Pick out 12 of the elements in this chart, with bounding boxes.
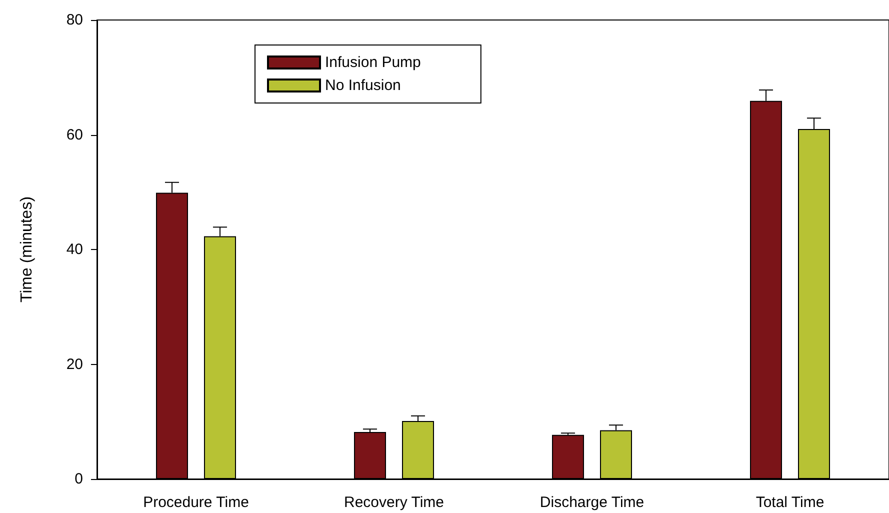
y-tick-label: 40 — [66, 241, 83, 258]
legend-label: No Infusion — [325, 77, 401, 94]
y-tick-label: 80 — [66, 12, 83, 28]
y-tick-label: 60 — [66, 126, 83, 144]
y-tick-label: 20 — [66, 356, 83, 373]
x-tick-label: Discharge Time — [540, 494, 644, 511]
y-tick-label: 0 — [74, 470, 83, 488]
x-tick-label: Procedure Time — [143, 494, 249, 511]
x-tick-label: Recovery Time — [344, 494, 444, 511]
legend-label: Infusion Pump — [325, 54, 421, 71]
y-axis-title: Time (minutes) — [18, 196, 36, 303]
x-tick-label: Total Time — [756, 494, 824, 511]
